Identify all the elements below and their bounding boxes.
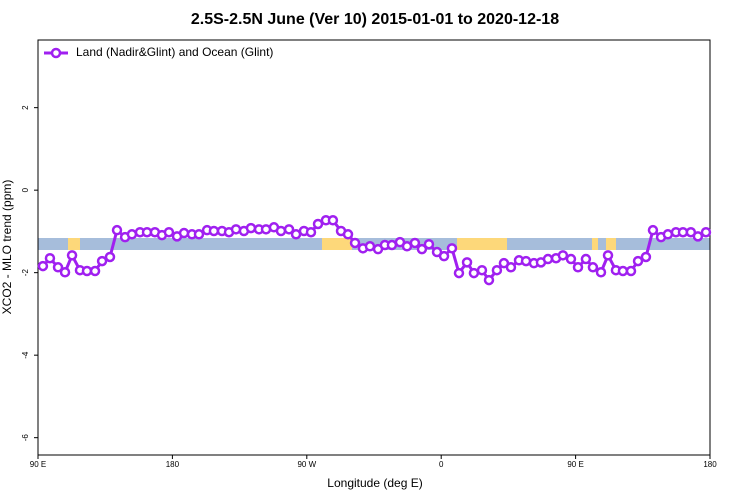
data-point	[662, 229, 674, 240]
x-tick-label: 180	[166, 460, 180, 469]
data-point	[587, 262, 599, 273]
data-point	[386, 239, 398, 251]
x-tick-label: 0	[439, 460, 444, 469]
x-tick-label: 180	[703, 460, 717, 469]
data-point	[89, 265, 101, 277]
data-point	[617, 265, 629, 277]
data-point	[625, 265, 637, 277]
data-point	[283, 224, 295, 235]
y-tick-label: 2	[21, 105, 30, 110]
data-point	[438, 250, 450, 262]
data-point	[423, 238, 435, 250]
legend-marker	[50, 47, 62, 59]
data-point	[81, 265, 93, 277]
x-tick-label: 90 E	[30, 460, 46, 469]
x-tick-label: 90 E	[567, 460, 583, 469]
legend: Land (Nadir&Glint) and Ocean (Glint)	[44, 45, 273, 59]
data-point	[312, 218, 324, 230]
data-point	[542, 253, 554, 265]
data-point	[52, 262, 64, 273]
data-point	[602, 250, 614, 261]
data-point	[327, 215, 339, 226]
data-point	[342, 229, 354, 240]
y-tick-label: -2	[21, 269, 30, 277]
data-point	[37, 260, 49, 272]
data-point	[305, 226, 317, 238]
data-point	[595, 267, 607, 278]
data-point	[409, 237, 421, 249]
y-axis-label: XCO2 - MLO trend (ppm)	[0, 180, 14, 315]
data-point	[364, 241, 376, 252]
data-point	[505, 262, 517, 273]
y-tick-label: -4	[21, 351, 30, 359]
data-point	[557, 250, 569, 261]
data-point	[245, 222, 257, 234]
data-point	[483, 274, 495, 286]
y-tick-label: -6	[21, 434, 30, 442]
plot-frame	[37, 39, 711, 456]
data-point	[126, 229, 138, 240]
chart-title: 2.5S-2.5N June (Ver 10) 2015-01-01 to 20…	[191, 11, 559, 28]
data-point	[44, 252, 56, 264]
data-point	[647, 224, 659, 236]
data-point	[453, 267, 465, 279]
data-point	[275, 225, 287, 237]
data-point	[208, 225, 220, 237]
data-point	[193, 229, 205, 240]
x-tick-label: 90 W	[297, 460, 316, 469]
data-point	[349, 237, 361, 249]
data-point	[580, 253, 592, 265]
y-tick-label: 0	[21, 187, 30, 192]
data-point	[416, 243, 428, 255]
data-point	[178, 227, 190, 239]
data-point	[565, 253, 577, 265]
data-point	[111, 224, 123, 236]
data-point	[572, 262, 584, 273]
data-point	[476, 264, 488, 276]
data-point	[446, 243, 458, 254]
data-point	[491, 264, 503, 276]
data-point	[461, 257, 473, 268]
data-point	[468, 267, 480, 279]
data-point	[96, 255, 108, 267]
data-point	[163, 226, 175, 238]
legend-label: Land (Nadir&Glint) and Ocean (Glint)	[76, 45, 273, 59]
data-point	[632, 255, 644, 267]
data-point	[66, 250, 78, 261]
data-point	[59, 267, 71, 278]
data-point	[692, 231, 704, 242]
data-point	[104, 251, 116, 263]
data-point	[700, 226, 712, 238]
data-point	[640, 251, 652, 263]
x-axis-label: Longitude (deg E)	[327, 476, 422, 490]
